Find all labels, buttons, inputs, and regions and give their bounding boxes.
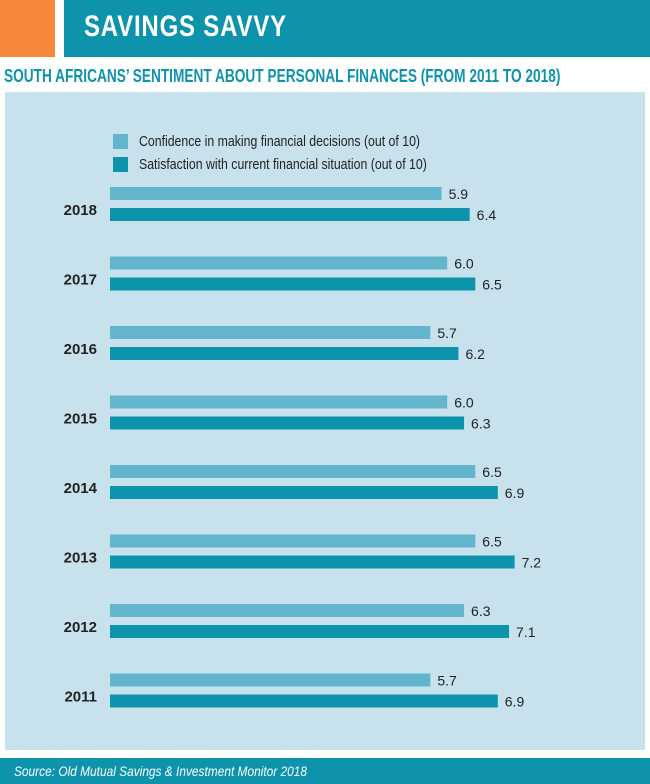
category-label: 2011	[64, 689, 97, 706]
category-label: 2012	[64, 619, 97, 636]
category-label: 2016	[64, 341, 97, 358]
title-bar: SAVINGS SAVVY	[64, 0, 650, 57]
data-label: 6.5	[482, 534, 502, 550]
data-label: 5.7	[437, 673, 457, 689]
data-label: 5.7	[437, 325, 457, 341]
data-label: 5.9	[449, 186, 469, 202]
legend-swatch-confidence	[113, 134, 128, 149]
bar-confidence	[110, 256, 448, 270]
bar-satisfaction	[110, 416, 465, 430]
accent-box	[0, 0, 55, 57]
bar-satisfaction	[110, 208, 470, 221]
bar-confidence	[110, 326, 431, 339]
data-label: 6.3	[471, 603, 491, 619]
bar-satisfaction	[110, 347, 459, 360]
legend-item-satisfaction: Satisfaction with current financial situ…	[113, 153, 490, 176]
data-label: 6.5	[482, 464, 502, 480]
bar-confidence	[110, 604, 465, 617]
page-title: SAVINGS SAVVY	[84, 10, 287, 43]
data-label: 6.2	[465, 346, 485, 362]
data-label: 7.1	[516, 624, 536, 640]
legend-swatch-satisfaction	[113, 157, 128, 172]
data-label: 6.4	[477, 207, 497, 223]
category-label: 2013	[64, 550, 97, 567]
data-label: 6.5	[482, 277, 502, 293]
bar-satisfaction	[110, 694, 498, 708]
chart-subtitle: SOUTH AFRICANS’ SENTIMENT ABOUT PERSONAL…	[4, 66, 561, 86]
bar-satisfaction	[110, 625, 510, 638]
data-label: 6.9	[505, 485, 525, 501]
legend-label-confidence: Confidence in making financial decisions…	[139, 133, 421, 150]
category-label: 2018	[64, 202, 97, 219]
source-bar: Source: Old Mutual Savings & Investment …	[0, 758, 650, 784]
bar-confidence	[110, 673, 431, 687]
bar-satisfaction	[110, 277, 476, 291]
chart-legend: Confidence in making financial decisions…	[113, 130, 490, 176]
legend-label-satisfaction: Satisfaction with current financial situ…	[139, 156, 427, 173]
data-label: 6.0	[454, 395, 474, 411]
category-label: 2014	[64, 480, 98, 497]
bar-satisfaction	[110, 555, 515, 569]
bar-satisfaction	[110, 486, 498, 499]
category-label: 2017	[64, 272, 97, 289]
data-label: 6.3	[471, 416, 491, 432]
data-label: 7.2	[522, 555, 542, 571]
data-label: 6.0	[454, 256, 474, 272]
legend-item-confidence: Confidence in making financial decisions…	[113, 130, 490, 153]
data-label: 6.9	[505, 694, 525, 710]
bar-confidence	[110, 465, 476, 478]
bar-confidence	[110, 395, 448, 409]
source-note: Source: Old Mutual Savings & Investment …	[14, 763, 308, 779]
bar-confidence	[110, 187, 442, 200]
bar-confidence	[110, 534, 476, 548]
category-label: 2015	[64, 411, 97, 428]
